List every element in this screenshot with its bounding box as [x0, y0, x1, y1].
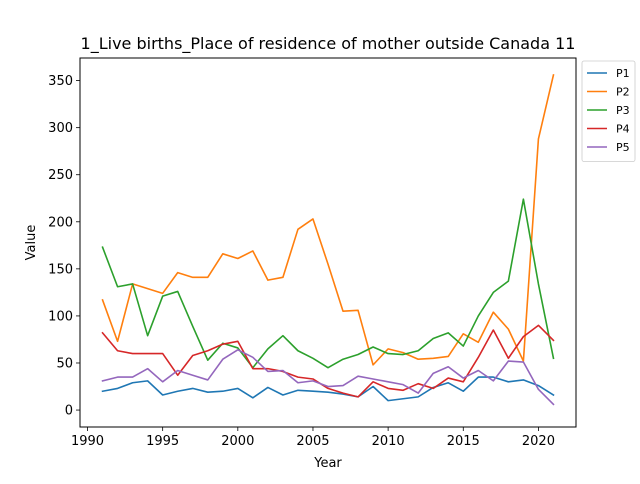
y-axis-label: Value: [24, 225, 39, 261]
x-tick-label: 2005: [296, 434, 329, 449]
series-line-p4: [101, 324, 555, 398]
x-tick-label: 2015: [447, 434, 480, 449]
y-tick-label: 200: [48, 215, 73, 230]
y-tick-label: 0: [65, 404, 73, 419]
x-tick-label: 2020: [522, 434, 555, 449]
y-tick-label: 300: [48, 121, 73, 136]
y-tick-label: 100: [48, 309, 73, 324]
x-tick-label: 2000: [221, 434, 254, 449]
x-tick-label: 1995: [146, 434, 179, 449]
y-tick-label: 250: [48, 168, 73, 183]
series-line-p2: [101, 73, 555, 366]
series-line-p3: [101, 198, 555, 369]
series-line-p1: [101, 376, 555, 402]
plot-lines: [101, 73, 555, 406]
series-line-p5: [101, 349, 555, 406]
x-tick-label: 1990: [71, 434, 104, 449]
legend: P1 P2 P3 P4 P5: [581, 60, 636, 162]
y-tick-label: 350: [48, 74, 73, 89]
x-axis: 1990 1995 2000 2005 2010 2015 2020: [71, 427, 555, 449]
plot-frame: [79, 57, 577, 428]
legend-label-p3: P3: [616, 104, 630, 117]
x-tick-label: 2010: [372, 434, 405, 449]
legend-label-p4: P4: [616, 123, 630, 136]
legend-label-p1: P1: [616, 67, 630, 80]
legend-label-p2: P2: [616, 86, 630, 99]
x-axis-label: Year: [313, 456, 342, 471]
y-tick-label: 50: [56, 356, 73, 371]
legend-box: [581, 60, 636, 162]
y-axis: 0 50 100 150 200 250 300 350: [48, 74, 80, 419]
y-tick-label: 150: [48, 262, 73, 277]
legend-label-p5: P5: [616, 141, 630, 154]
chart-title: 1_Live births_Place of residence of moth…: [81, 34, 576, 54]
